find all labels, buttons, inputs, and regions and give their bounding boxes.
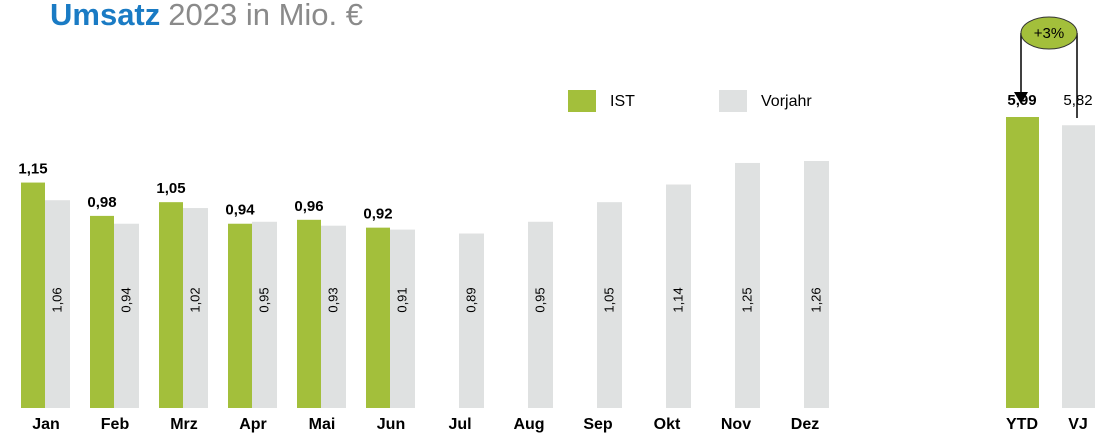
bar — [390, 229, 415, 408]
bar — [228, 223, 252, 408]
x-tick-label: VJ — [1068, 416, 1088, 433]
x-tick-label: Mai — [309, 416, 336, 433]
bar — [252, 221, 277, 408]
x-tick-label: Jul — [448, 416, 471, 433]
value-label: 5,99 — [1007, 92, 1036, 109]
x-tick-label: Dez — [791, 416, 819, 433]
bar — [321, 225, 346, 408]
value-label: 1,02 — [187, 287, 202, 312]
bar — [159, 202, 183, 408]
bar — [90, 215, 114, 408]
value-label: 1,14 — [670, 287, 685, 312]
bar — [804, 161, 829, 408]
bar — [114, 223, 139, 408]
x-tick-label: Mrz — [170, 416, 198, 433]
x-tick-label: Sep — [583, 416, 613, 433]
bar — [597, 202, 622, 408]
bar — [1006, 117, 1039, 408]
arrow-head — [1014, 92, 1028, 104]
bar — [1062, 125, 1095, 409]
title-text: 2023 in Mio. € — [168, 0, 363, 32]
value-label: 0,95 — [256, 287, 271, 312]
x-tick-label: Nov — [721, 416, 751, 433]
chart-title: Umsatz 2023 in Mio. € — [50, 0, 363, 32]
value-label: 5,82 — [1063, 92, 1092, 109]
value-label: 0,91 — [394, 287, 409, 312]
annotation: +3% — [1034, 25, 1064, 42]
title-highlight: Umsatz — [50, 0, 160, 32]
value-label: 0,89 — [463, 287, 478, 312]
value-label: 1,05 — [601, 287, 616, 312]
x-tick-label: Jun — [377, 416, 405, 433]
value-label: 1,26 — [808, 287, 823, 312]
bar — [528, 221, 553, 408]
value-label: 0,94 — [118, 287, 133, 312]
legend-label: IST — [610, 93, 635, 110]
value-label: 0,98 — [87, 194, 116, 211]
bar — [366, 227, 390, 408]
bar — [297, 219, 321, 408]
bar — [21, 182, 45, 408]
x-tick-label: Aug — [513, 416, 544, 433]
value-label: 1,05 — [156, 180, 185, 197]
x-tick-label: Apr — [239, 416, 267, 433]
value-label: 0,96 — [294, 198, 323, 215]
legend-swatch — [568, 90, 596, 112]
value-label: 1,25 — [739, 287, 754, 312]
value-label: 0,95 — [532, 287, 547, 312]
legend-swatch — [719, 90, 747, 112]
x-tick-label: Jan — [32, 416, 60, 433]
value-label: 1,15 — [18, 161, 47, 178]
x-tick-label: YTD — [1006, 416, 1038, 433]
value-label: 0,92 — [363, 206, 392, 223]
bar — [735, 162, 760, 408]
value-label: 0,94 — [225, 202, 255, 219]
legend-label: Vorjahr — [761, 93, 812, 110]
bar — [183, 208, 208, 408]
bar — [666, 184, 691, 408]
bar — [45, 200, 70, 408]
value-label: 1,06 — [49, 287, 64, 312]
value-label: 0,93 — [325, 287, 340, 312]
annotation-bubble — [1020, 16, 1078, 50]
x-tick-label: Feb — [101, 416, 130, 433]
x-tick-label: Okt — [654, 416, 681, 433]
bar — [459, 233, 484, 408]
